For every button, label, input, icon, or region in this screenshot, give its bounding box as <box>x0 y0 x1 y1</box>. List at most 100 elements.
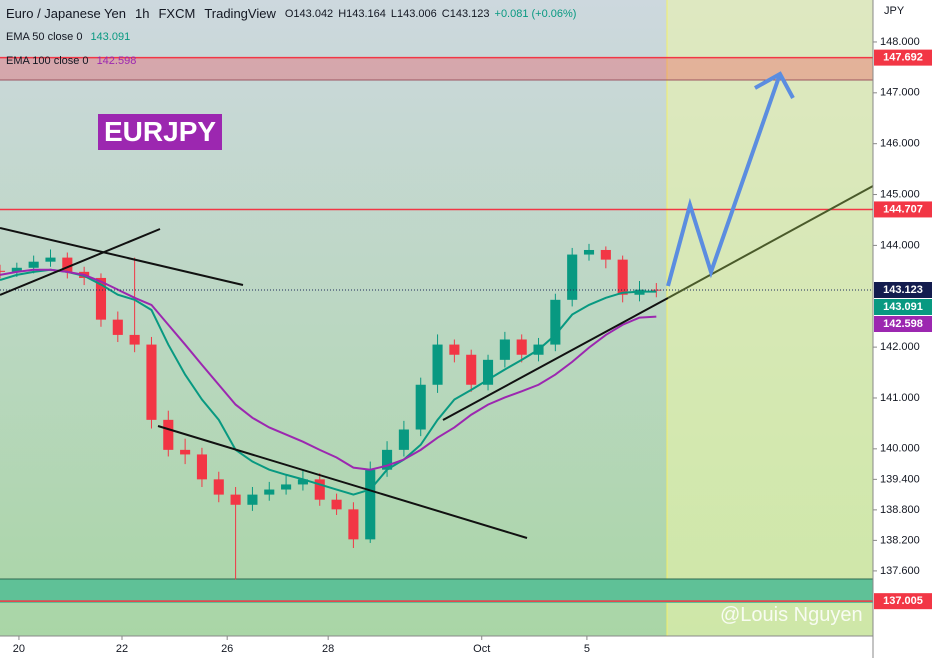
price-tag <box>874 282 932 299</box>
legend-label: EMA 100 close 0 <box>6 55 89 67</box>
interval: 1h <box>135 6 150 21</box>
x-tick-label: 5 <box>584 643 590 655</box>
source: TradingView <box>204 6 276 21</box>
candle-body <box>348 509 359 540</box>
candle-body <box>230 494 241 505</box>
level-tag <box>874 201 932 218</box>
candle-body <box>314 479 325 500</box>
level-tag <box>874 593 932 610</box>
candle-body <box>331 499 342 510</box>
resistance-zone <box>0 58 873 80</box>
level-tag <box>874 49 932 66</box>
y-tick-label: 137.600 <box>880 565 920 577</box>
candle-body <box>600 249 611 260</box>
support-zone <box>0 579 873 603</box>
candle-body <box>264 489 275 495</box>
candle-body <box>129 334 140 345</box>
level-label: 147.692 <box>883 52 923 64</box>
candle-body <box>213 479 224 495</box>
time-axis <box>0 636 873 658</box>
candle-body <box>499 339 510 360</box>
price-tag <box>874 316 932 333</box>
level-label: 144.707 <box>883 203 923 215</box>
legend-item: EMA 100 close 0 142.598 <box>6 55 136 67</box>
candle-body <box>466 354 477 385</box>
trend-line <box>157 425 528 539</box>
candle-body <box>28 261 39 268</box>
candle-body <box>196 454 207 480</box>
legend-item: EMA 50 close 0 143.091 <box>6 31 130 43</box>
candle-body <box>0 270 6 272</box>
candle-body <box>415 384 426 430</box>
header: Euro / Japanese Yen 1h FXCM TradingView … <box>6 6 576 21</box>
candle-body <box>398 429 409 450</box>
price-tag-label: 143.123 <box>883 284 923 296</box>
ohlc: O143.042 H143.164 L143.006 C143.123 +0.0… <box>285 8 577 21</box>
candle-body <box>180 449 191 455</box>
candle-body <box>382 449 393 470</box>
candle-body <box>247 494 258 505</box>
y-tick-label: 138.800 <box>880 504 920 516</box>
x-tick-label: 20 <box>13 643 25 655</box>
candle-body <box>163 419 174 450</box>
candle-body <box>281 484 292 490</box>
exchange: FXCM <box>158 6 196 21</box>
legend-value: 143.091 <box>90 31 131 43</box>
projection-area <box>667 0 873 636</box>
candle-body <box>62 257 73 272</box>
x-tick-label: 22 <box>116 643 128 655</box>
y-tick-label: 145.000 <box>880 188 920 200</box>
projection-arrow <box>666 73 782 287</box>
axis-unit: JPY <box>884 5 905 17</box>
change: +0.081 (+0.06%) <box>494 8 577 20</box>
symbol-badge: EURJPY <box>98 114 223 150</box>
y-tick-label: 144.000 <box>880 239 920 251</box>
y-tick-label: 139.400 <box>880 473 920 485</box>
candle-body <box>617 259 628 295</box>
candle-body <box>146 344 157 420</box>
legend-value: 142.598 <box>96 55 137 67</box>
candle-body <box>583 249 595 255</box>
x-tick-label: Oct <box>473 643 490 655</box>
x-tick-label: 28 <box>322 643 334 655</box>
ema-line <box>0 268 657 496</box>
y-tick-label: 141.000 <box>880 392 920 404</box>
legend-label: EMA 50 close 0 <box>6 31 83 43</box>
y-tick-label: 140.000 <box>880 443 920 455</box>
candle-body <box>550 299 561 345</box>
trend-line <box>667 185 874 299</box>
candle-body <box>567 254 578 300</box>
axes: 148.000 147.000 146.000 145.000 144.000 142.0… <box>13 36 932 655</box>
low: L143.006 <box>390 8 437 20</box>
level-label: 137.005 <box>883 595 923 607</box>
drawings <box>0 71 874 539</box>
price-tag-label: 142.598 <box>883 318 923 330</box>
high: H143.164 <box>338 8 386 20</box>
trend-line <box>442 297 669 421</box>
candle-body <box>11 267 22 272</box>
candle-body <box>482 359 494 385</box>
y-tick-label: 147.000 <box>880 87 920 99</box>
ema-line <box>0 268 657 471</box>
candle-body <box>95 277 107 320</box>
x-tick-label: 26 <box>221 643 233 655</box>
y-tick-label: 148.000 <box>880 36 920 48</box>
price-tag-label: 143.091 <box>883 301 923 313</box>
close: C143.123 <box>441 8 490 20</box>
candle-body <box>651 289 662 291</box>
candle-body <box>432 344 443 385</box>
candle-body <box>449 344 460 355</box>
price-tag <box>874 299 932 316</box>
marks <box>0 56 873 602</box>
candle-body <box>112 319 123 335</box>
watermark: @Louis Nguyen <box>720 604 863 626</box>
candle-body <box>516 339 527 355</box>
y-tick-label: 142.000 <box>880 341 920 353</box>
symbol: Euro / Japanese Yen <box>6 6 126 21</box>
open: O143.042 <box>284 8 334 20</box>
y-tick-label: 146.000 <box>880 138 920 150</box>
trend-line <box>0 228 161 296</box>
candle-body <box>45 257 56 262</box>
